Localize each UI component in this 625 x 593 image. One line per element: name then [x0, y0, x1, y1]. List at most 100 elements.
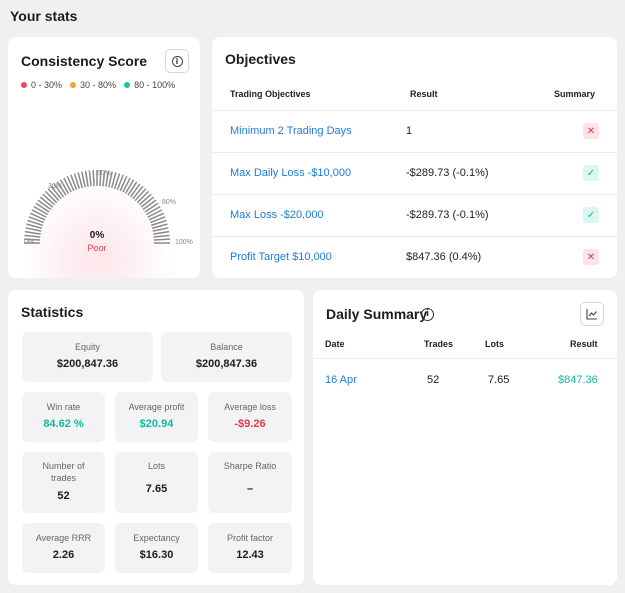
objective-result: -$289.73 (-0.1%)	[406, 209, 489, 221]
legend-item-low: 0 - 30%	[21, 80, 62, 90]
gauge-tick	[153, 234, 170, 238]
daily-summary-card	[313, 290, 617, 585]
gauge-tick	[59, 179, 70, 195]
consistency-score-title: Consistency Score	[21, 53, 148, 69]
gauge-tick	[124, 179, 135, 195]
gauge-tick	[147, 209, 163, 218]
gauge-tick	[70, 174, 78, 191]
gauge-tick	[108, 171, 113, 188]
gauge-tick	[37, 199, 52, 211]
equity-tile: Equity $200,847.36	[22, 332, 153, 382]
tile-value: 12.43	[236, 549, 264, 561]
gauge-tick	[25, 227, 42, 232]
tile-value: 52	[57, 490, 70, 502]
gauge-tick	[140, 196, 155, 208]
objectives-header-summary: Summary	[554, 89, 596, 99]
tile-label: Average loss	[224, 402, 276, 412]
gauge-tick	[129, 183, 141, 198]
gauge-tick	[149, 216, 166, 224]
gauge-tick	[152, 227, 169, 232]
objective-link[interactable]: Max Daily Loss -$10,000	[230, 167, 352, 179]
tile-label: Number of trades	[42, 461, 85, 483]
check-icon: ✓	[583, 207, 599, 223]
tile-value: $200,847.36	[195, 358, 258, 370]
gauge-tick	[142, 199, 157, 211]
tile-value: 84.62 %	[43, 418, 84, 430]
gauge-tick	[30, 212, 46, 221]
sharpe-ratio-tile: Sharpe Ratio –	[208, 452, 292, 513]
objectives-header-result: Result	[410, 89, 438, 99]
daily-row-trades: 52	[427, 374, 440, 386]
gauge-tick	[111, 172, 117, 189]
daily-summary-title: Daily Summary	[326, 306, 428, 322]
gauge-tick	[151, 223, 168, 229]
gauge-tick	[24, 230, 41, 235]
tile-label: Profit factor	[226, 533, 273, 543]
objective-row: Max Loss -$20,000 -$289.73 (-0.1%) ✓	[212, 194, 617, 236]
objective-link[interactable]: Max Loss -$20,000	[230, 209, 324, 221]
daily-row-result: $847.36	[558, 374, 598, 386]
gauge-label-100: 100%	[175, 239, 193, 246]
legend-dot-red	[21, 82, 27, 88]
gauge-tick	[33, 205, 49, 216]
gauge-tick	[144, 202, 159, 213]
expectancy-tile: Expectancy $16.30	[115, 523, 198, 573]
daily-header-trades: Trades	[424, 339, 454, 349]
info-icon: i	[171, 55, 183, 67]
tile-value: 7.65	[145, 483, 168, 495]
statistics-title: Statistics	[21, 304, 84, 320]
objective-result: 1	[406, 125, 413, 137]
legend-item-mid: 30 - 80%	[70, 80, 116, 90]
gauge-tick	[138, 193, 152, 206]
gauge-tick	[127, 181, 138, 196]
objectives-title: Objectives	[225, 51, 296, 67]
check-icon: ✓	[583, 165, 599, 181]
consistency-info-button[interactable]: i	[165, 49, 189, 73]
gauge-tick	[148, 212, 164, 221]
tile-value: -$9.26	[234, 418, 266, 430]
daily-row-lots: 7.65	[488, 374, 510, 386]
objective-row: Minimum 2 Trading Days 1 ✕	[212, 110, 617, 152]
gauge-dial	[24, 170, 170, 244]
tile-label: Balance	[210, 342, 243, 352]
win-rate-tile: Win rate 84.62 %	[22, 392, 105, 442]
average-loss-tile: Average loss -$9.26	[208, 392, 292, 442]
daily-header-lots: Lots	[485, 339, 504, 349]
daily-header-result: Result	[570, 339, 598, 349]
gauge-label-0: 0%	[24, 239, 35, 246]
average-rrr-tile: Average RRR 2.26	[22, 523, 105, 573]
tile-value: 2.26	[52, 549, 75, 561]
gauge-tick	[122, 177, 131, 193]
gauge-tick	[150, 219, 167, 227]
legend-dot-teal	[124, 82, 131, 88]
tile-value: $16.30	[139, 549, 174, 561]
gauge-tick	[44, 190, 58, 204]
gauge-tick	[113, 173, 121, 190]
objective-row: Max Daily Loss -$10,000 -$289.73 (-0.1%)…	[212, 152, 617, 194]
gauge-tick	[47, 188, 60, 202]
gauge-tick	[116, 174, 124, 191]
gauge-tick	[77, 172, 83, 189]
gauge-tick	[99, 170, 102, 187]
tile-value: $20.94	[139, 418, 174, 430]
consistency-gauge: 0% 30% 50% 80% 100% 0% Poor	[8, 140, 193, 278]
objective-link[interactable]: Minimum 2 Trading Days	[230, 125, 352, 137]
legend-label: 80 - 100%	[134, 80, 176, 90]
daily-row-date-link[interactable]: 16 Apr	[325, 374, 357, 386]
gauge-tick	[50, 185, 62, 200]
profit-factor-tile: Profit factor 12.43	[208, 523, 292, 573]
legend-label: 0 - 30%	[31, 80, 63, 90]
gauge-label-30: 30%	[48, 183, 63, 190]
chart-view-button[interactable]	[580, 302, 604, 326]
gauge-tick	[39, 196, 54, 208]
gauge-tick	[35, 202, 50, 213]
gauge-tick	[153, 230, 170, 235]
gauge-tick	[88, 170, 92, 187]
gauge-tick	[119, 176, 128, 192]
objective-link[interactable]: Profit Target $10,000	[230, 251, 332, 263]
daily-summary-info-icon[interactable]: i	[421, 308, 434, 321]
gauge-tick	[31, 209, 47, 218]
gauge-tick	[145, 205, 161, 216]
gauge-tick	[66, 176, 75, 192]
gauge-value: 0%	[89, 230, 105, 241]
